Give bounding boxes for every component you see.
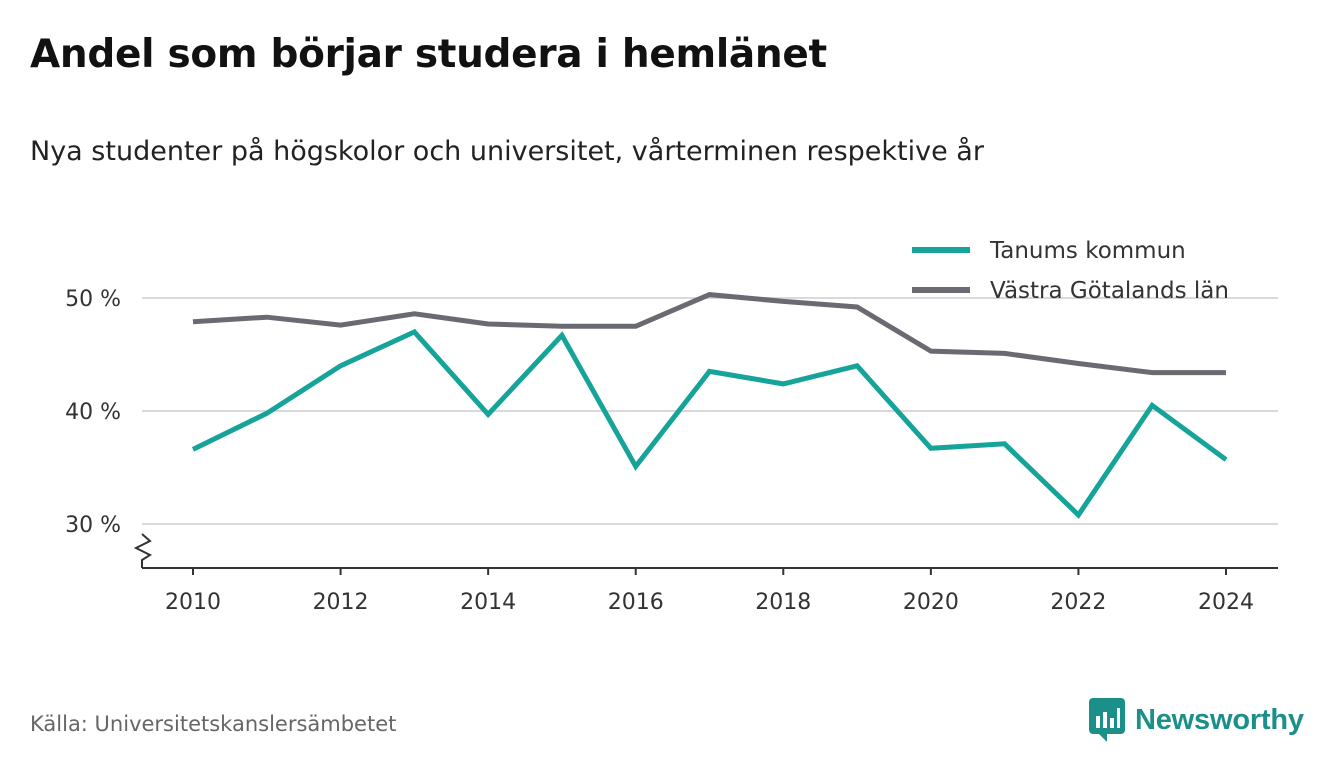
legend-label-vastra-gotaland: Västra Götalands län xyxy=(990,278,1229,304)
y-tick-label-40: 40 % xyxy=(65,400,121,425)
series-lines xyxy=(191,292,1228,519)
legend: Tanums kommun Västra Götalands län xyxy=(912,238,1229,304)
y-tick-label-30: 30 % xyxy=(65,513,121,538)
grid-lines xyxy=(142,297,1278,525)
y-axis: 30 % 40 % 50 % xyxy=(65,287,121,538)
x-tick-label-2022: 2022 xyxy=(1050,590,1106,615)
x-tick-label-2024: 2024 xyxy=(1198,590,1254,615)
y-tick-label-50: 50 % xyxy=(65,287,121,312)
x-tick-label-2020: 2020 xyxy=(903,590,959,615)
x-tick-label-2012: 2012 xyxy=(313,590,369,615)
brand-logo: Newsworthy xyxy=(1089,698,1304,742)
x-tick-label-2018: 2018 xyxy=(755,590,811,615)
legend-label-tanum: Tanums kommun xyxy=(989,238,1186,264)
axis-break-icon xyxy=(133,533,153,568)
x-tick-label-2016: 2016 xyxy=(608,590,664,615)
brand-name: Newsworthy xyxy=(1135,703,1304,736)
source-note: Källa: Universitetskanslersämbetet xyxy=(30,712,397,736)
x-axis: 2010 2012 2014 2016 2018 2020 2022 2024 xyxy=(142,567,1278,615)
x-tick-label-2014: 2014 xyxy=(460,590,516,615)
series-line-tanum xyxy=(191,328,1228,519)
chart-title: Andel som börjar studera i hemlänet xyxy=(30,32,827,77)
x-tick-label-2010: 2010 xyxy=(165,590,221,615)
axis-break-zigzag xyxy=(133,533,153,568)
chart-subtitle: Nya studenter på högskolor och universit… xyxy=(30,136,984,167)
newsworthy-logo-icon xyxy=(1089,698,1125,742)
